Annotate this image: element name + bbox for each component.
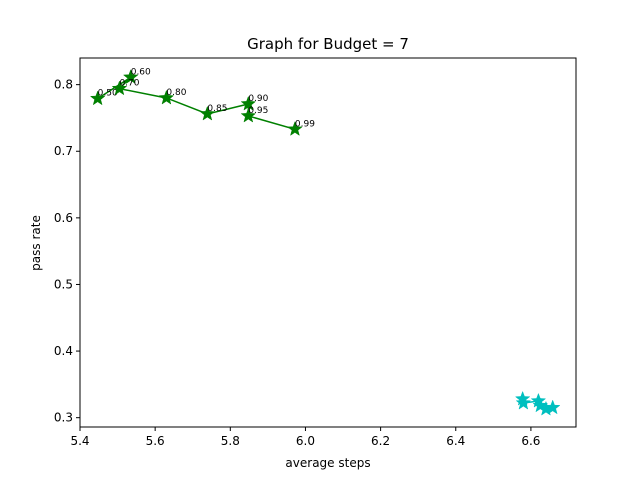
chart-title: Graph for Budget = 7 bbox=[247, 35, 409, 53]
point-label: 0.95 bbox=[248, 106, 268, 116]
series-2-point bbox=[544, 399, 561, 415]
point-label: 0.90 bbox=[248, 94, 268, 104]
x-axis-label: average steps bbox=[285, 456, 370, 470]
series-1-point bbox=[199, 105, 216, 121]
point-label: 0.60 bbox=[131, 67, 151, 77]
y-tick-label: 0.8 bbox=[54, 78, 73, 92]
x-tick-label: 5.6 bbox=[146, 434, 165, 448]
point-label: 0.85 bbox=[207, 104, 227, 114]
y-tick-label: 0.5 bbox=[54, 277, 73, 291]
x-tick-label: 6.4 bbox=[446, 434, 465, 448]
series-1-point bbox=[122, 69, 139, 84]
series-1-point bbox=[158, 89, 175, 105]
x-tick-label: 5.4 bbox=[70, 434, 89, 448]
point-label: 0.50 bbox=[98, 89, 118, 99]
series-1-point bbox=[89, 90, 106, 106]
series-1-point bbox=[240, 95, 257, 111]
point-label: 0.80 bbox=[166, 88, 186, 98]
y-tick-label: 0.3 bbox=[54, 411, 73, 425]
axes-frame bbox=[79, 57, 577, 428]
point-label: 0.70 bbox=[119, 79, 139, 89]
series-1-point bbox=[240, 107, 257, 123]
point-label: 0.99 bbox=[295, 119, 315, 129]
y-axis-label: pass rate bbox=[29, 215, 43, 271]
series-1-point bbox=[287, 121, 303, 136]
x-tick-label: 5.8 bbox=[221, 434, 240, 448]
x-axis: 5.4 5.6 5.8 6.0 6.2 6.4 6.6 bbox=[70, 427, 540, 448]
y-tick-label: 0.7 bbox=[54, 144, 73, 158]
y-tick-label: 0.4 bbox=[54, 344, 73, 358]
series-1-point bbox=[111, 80, 128, 96]
plot-area: 0.50 0.60 0.70 0.80 0.85 0.90 0.95 0.99 bbox=[89, 67, 561, 416]
x-tick-label: 6.2 bbox=[371, 434, 390, 448]
y-axis: 0.3 0.4 0.5 0.6 0.7 0.8 bbox=[54, 78, 80, 425]
x-tick-label: 6.0 bbox=[296, 434, 315, 448]
y-tick-label: 0.6 bbox=[54, 211, 73, 225]
series-2-point bbox=[515, 394, 532, 410]
x-tick-label: 6.6 bbox=[521, 434, 540, 448]
